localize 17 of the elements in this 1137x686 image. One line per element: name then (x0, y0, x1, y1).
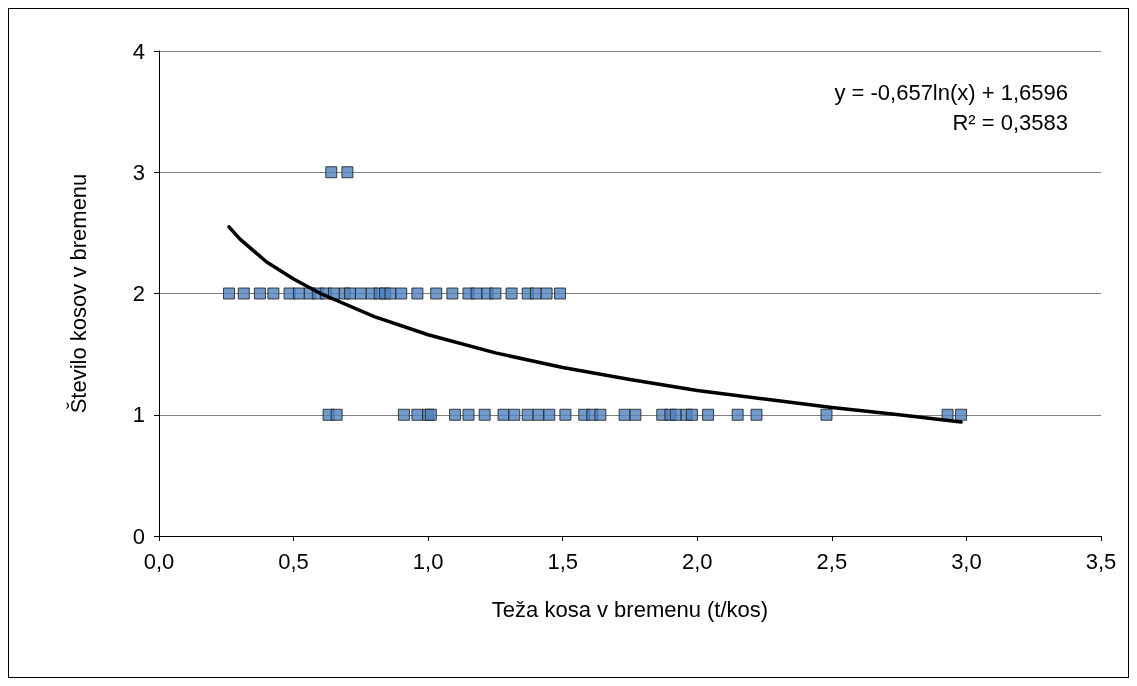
y-tick-label: 2 (132, 281, 145, 306)
x-tick-label: 0,5 (278, 548, 309, 574)
annotation: R² = 0,3583 (952, 109, 1068, 135)
x-axis-title: Teža kosa v bremenu (t/kos) (491, 596, 769, 622)
x-tick-label: 1,5 (547, 548, 579, 574)
annotation: y = -0,657ln(x) + 1,6596 (834, 79, 1068, 105)
y-tick-label: 0 (132, 523, 145, 549)
x-tick-label: 3,5 (1085, 548, 1117, 574)
y-axis-title: Število kosov v bremenu (65, 173, 91, 414)
x-tick-label: 2,5 (816, 548, 848, 574)
y-tick-label: 1 (132, 402, 145, 428)
x-tick-label: 1,0 (412, 548, 444, 574)
x-tick-label: 0,0 (143, 548, 175, 574)
x-tick-label: 2,0 (681, 548, 713, 574)
x-tick-label: 3,0 (951, 548, 982, 574)
y-tick-label: 4 (132, 38, 145, 64)
y-tick-label: 3 (132, 159, 145, 185)
